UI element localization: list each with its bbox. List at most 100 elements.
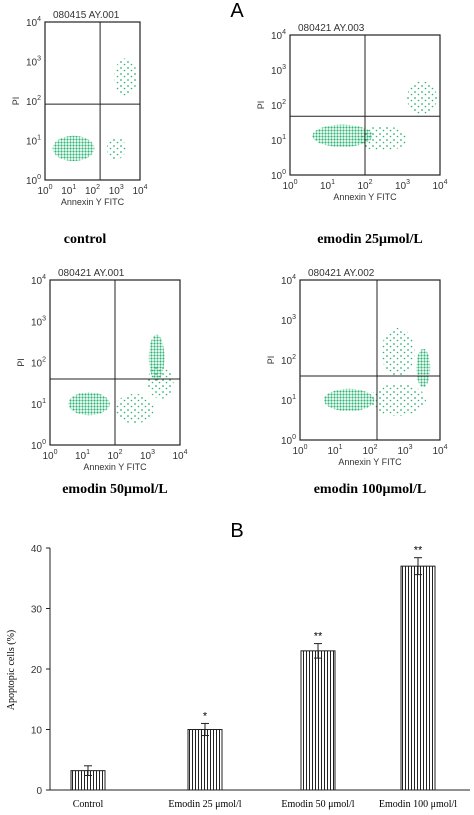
tick-base: 10 — [395, 181, 407, 192]
tick-exp: 4 — [37, 16, 41, 23]
tick-exp: 1 — [86, 449, 90, 456]
tick-label: 104 — [271, 29, 286, 42]
tick-base: 10 — [281, 316, 293, 327]
tick-exp: 1 — [292, 394, 296, 401]
event-cloud — [407, 81, 437, 115]
tick-base: 10 — [327, 446, 339, 457]
plot-id: 080421 AY.001 — [58, 268, 125, 279]
tick-base: 10 — [271, 171, 283, 182]
tick-base: 10 — [85, 186, 97, 197]
x-axis-label: Annexin Y FITC — [338, 457, 402, 467]
tick-base: 10 — [282, 181, 294, 192]
y-axis-label: PI — [256, 101, 266, 110]
tick-label: 104 — [281, 274, 296, 287]
tick-base: 10 — [292, 446, 304, 457]
error-bar — [84, 765, 92, 776]
significance: * — [203, 710, 208, 722]
tick-exp: 3 — [406, 179, 410, 186]
x-tick-label: Emodin 50 μmol/l — [281, 799, 354, 810]
tick-label: 100 — [37, 184, 52, 197]
y-axis-label: PI — [16, 358, 26, 367]
event-cloud — [416, 348, 431, 388]
tick-label: 103 — [26, 56, 41, 69]
tick-base: 10 — [26, 137, 38, 148]
event-cloud — [147, 365, 174, 399]
tick-label: 102 — [357, 179, 372, 192]
tick-label: 103 — [395, 179, 410, 192]
error-bar — [201, 722, 209, 737]
tick-exp: 0 — [54, 449, 58, 456]
tick-base: 10 — [281, 396, 293, 407]
y-tick-label: 30 — [31, 605, 43, 616]
tick-exp: 4 — [184, 449, 188, 456]
tick-exp: 2 — [292, 354, 296, 361]
tick-exp: 4 — [444, 444, 448, 451]
tick-label: 103 — [397, 444, 412, 457]
event-cloud — [381, 328, 415, 376]
tick-base: 10 — [109, 186, 121, 197]
tick-exp: 0 — [37, 174, 41, 181]
tick-exp: 4 — [444, 179, 448, 186]
significance: ** — [414, 545, 423, 557]
tick-label: 102 — [31, 357, 46, 370]
tick-exp: 1 — [282, 134, 286, 141]
panel-label: A — [230, 0, 244, 22]
tick-label: 102 — [85, 184, 100, 197]
tick-exp: 2 — [282, 99, 286, 106]
tick-exp: 3 — [37, 56, 41, 63]
tick-label: 101 — [31, 398, 46, 411]
tick-exp: 0 — [42, 439, 46, 446]
tick-base: 10 — [281, 276, 293, 287]
plot-id: 080421 AY.003 — [298, 23, 365, 34]
tick-exp: 0 — [304, 444, 308, 451]
tick-exp: 3 — [282, 64, 286, 71]
tick-label: 104 — [26, 16, 41, 29]
y-axis-label: PI — [266, 356, 276, 365]
tick-label: 100 — [42, 449, 57, 462]
event-cloud — [68, 392, 110, 416]
y-tick-label: 10 — [31, 726, 43, 737]
tick-label: 103 — [281, 314, 296, 327]
event-cloud — [323, 388, 375, 412]
tick-exp: 2 — [119, 449, 123, 456]
event-cloud — [115, 393, 154, 424]
tick-label: 104 — [132, 184, 147, 197]
event-cloud — [106, 137, 126, 160]
x-axis-label: Annexin Y FITC — [333, 192, 397, 202]
tick-label: 100 — [281, 434, 296, 447]
tick-base: 10 — [37, 186, 49, 197]
tick-base: 10 — [271, 136, 283, 147]
y-tick-label: 20 — [31, 665, 43, 676]
x-axis-label: Annexin Y FITC — [61, 197, 125, 207]
tick-label: 102 — [362, 444, 377, 457]
tick-exp: 1 — [37, 135, 41, 142]
tick-label: 102 — [281, 354, 296, 367]
tick-base: 10 — [432, 181, 444, 192]
y-tick-label: 40 — [31, 544, 43, 555]
plot-frame — [299, 279, 441, 441]
tick-base: 10 — [320, 181, 332, 192]
y-axis-label: PI — [11, 97, 21, 106]
tick-label: 101 — [281, 394, 296, 407]
tick-exp: 2 — [369, 179, 373, 186]
panel-label: B — [230, 520, 243, 542]
tick-exp: 1 — [42, 398, 46, 405]
x-tick-label: Control — [73, 799, 104, 810]
tick-exp: 4 — [42, 274, 46, 281]
tick-label: 102 — [26, 95, 41, 108]
tick-base: 10 — [31, 359, 43, 370]
tick-exp: 2 — [96, 184, 100, 191]
tick-exp: 1 — [72, 184, 76, 191]
tick-exp: 2 — [374, 444, 378, 451]
tick-label: 100 — [282, 179, 297, 192]
tick-base: 10 — [132, 186, 144, 197]
plot-caption: control — [64, 232, 107, 247]
tick-label: 104 — [172, 449, 187, 462]
tick-exp: 3 — [42, 315, 46, 322]
tick-base: 10 — [31, 400, 43, 411]
tick-label: 101 — [327, 444, 342, 457]
tick-base: 10 — [281, 436, 293, 447]
tick-exp: 0 — [49, 184, 53, 191]
event-cloud — [114, 58, 138, 97]
